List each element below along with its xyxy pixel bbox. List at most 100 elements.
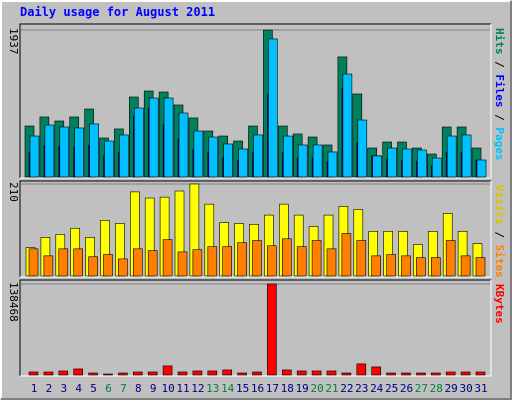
- panel-border: [19, 180, 491, 277]
- bar: [73, 368, 83, 376]
- bar: [357, 119, 368, 178]
- bar: [89, 123, 99, 178]
- y-tick-label: 1937: [7, 28, 20, 55]
- bar: [103, 254, 113, 277]
- bar: [162, 239, 173, 277]
- bar: [296, 246, 307, 277]
- x-tick-label: 20: [310, 382, 323, 395]
- x-tick-label: 12: [191, 382, 204, 395]
- bar: [147, 250, 158, 277]
- panel: [20, 280, 491, 376]
- bar: [133, 371, 143, 376]
- x-tick-label: 11: [176, 382, 189, 395]
- panel-border: [19, 23, 491, 178]
- bar: [341, 372, 352, 376]
- bar: [327, 151, 338, 178]
- x-tick-label: 2: [46, 382, 53, 395]
- legend-entry: Sites: [493, 245, 506, 278]
- bar: [74, 127, 84, 178]
- bar: [118, 258, 128, 277]
- bar: [282, 135, 293, 178]
- bar: [431, 157, 442, 178]
- bar: [88, 256, 98, 277]
- bar: [177, 371, 188, 376]
- bar: [163, 97, 174, 178]
- bar: [475, 257, 486, 277]
- bar: [208, 136, 219, 178]
- bar: [88, 372, 98, 376]
- bar: [103, 373, 113, 376]
- legend-entry: Pages: [493, 127, 506, 160]
- x-tick-label: 28: [430, 382, 443, 395]
- bar: [476, 159, 487, 178]
- bar: [387, 147, 397, 178]
- bar: [386, 372, 396, 376]
- bar: [134, 107, 144, 178]
- x-tick-label: 1: [31, 382, 38, 395]
- bar: [177, 251, 188, 277]
- x-tick-label: 30: [459, 382, 472, 395]
- y-tick-label: 138468: [7, 282, 20, 322]
- bar: [475, 371, 486, 376]
- bar: [416, 257, 426, 277]
- x-tick-label: 27: [415, 382, 428, 395]
- bar: [371, 255, 382, 277]
- bar: [58, 370, 69, 376]
- bar: [162, 365, 173, 376]
- x-tick-label: 7: [120, 382, 127, 395]
- bar: [237, 242, 247, 277]
- x-tick-label: 17: [266, 382, 279, 395]
- x-tick-label: 19: [296, 382, 309, 395]
- bar: [430, 372, 441, 376]
- x-tick-label: 22: [340, 382, 353, 395]
- bar: [416, 372, 426, 376]
- bar: [281, 369, 292, 376]
- panel-border: [20, 24, 492, 179]
- bar: [133, 248, 143, 277]
- bar: [267, 283, 277, 376]
- x-tick-label: 10: [161, 382, 174, 395]
- x-tick-label: 13: [206, 382, 219, 395]
- x-tick-label: 3: [60, 382, 67, 395]
- bar: [356, 240, 367, 277]
- bar: [222, 246, 232, 277]
- legend: Visits / Sites: [493, 185, 506, 278]
- bar: [192, 249, 203, 277]
- bar: [326, 370, 337, 376]
- y-tick-label: 210: [7, 182, 20, 202]
- bar: [28, 371, 39, 376]
- panel-border: [20, 181, 492, 278]
- bar: [311, 370, 322, 376]
- x-tick-label: 21: [325, 382, 338, 395]
- x-tick-label: 29: [445, 382, 458, 395]
- legend-entry: Visits: [493, 185, 506, 225]
- bar: [43, 255, 54, 277]
- bar: [44, 124, 55, 178]
- legend-entry: KBytes: [493, 284, 506, 324]
- bar: [311, 240, 322, 277]
- bar: [104, 140, 114, 178]
- x-tick-label: 15: [236, 382, 249, 395]
- bar: [73, 248, 83, 277]
- legend-separator: /: [493, 55, 506, 75]
- bar: [207, 370, 218, 376]
- bar: [268, 38, 278, 178]
- bar: [193, 130, 204, 178]
- bar: [296, 370, 307, 376]
- bar: [326, 248, 337, 277]
- legend-separator: /: [493, 108, 506, 128]
- bar: [29, 135, 40, 178]
- bar: [119, 134, 129, 178]
- bar: [28, 248, 39, 277]
- bar: [430, 257, 441, 277]
- bar: [148, 97, 159, 178]
- x-tick-label: 24: [370, 382, 384, 395]
- legend-entry: Hits: [493, 28, 506, 55]
- legend-entry: Files: [493, 74, 506, 107]
- bar: [252, 371, 262, 376]
- bar: [445, 240, 456, 277]
- bar: [207, 246, 218, 277]
- bar: [386, 254, 396, 277]
